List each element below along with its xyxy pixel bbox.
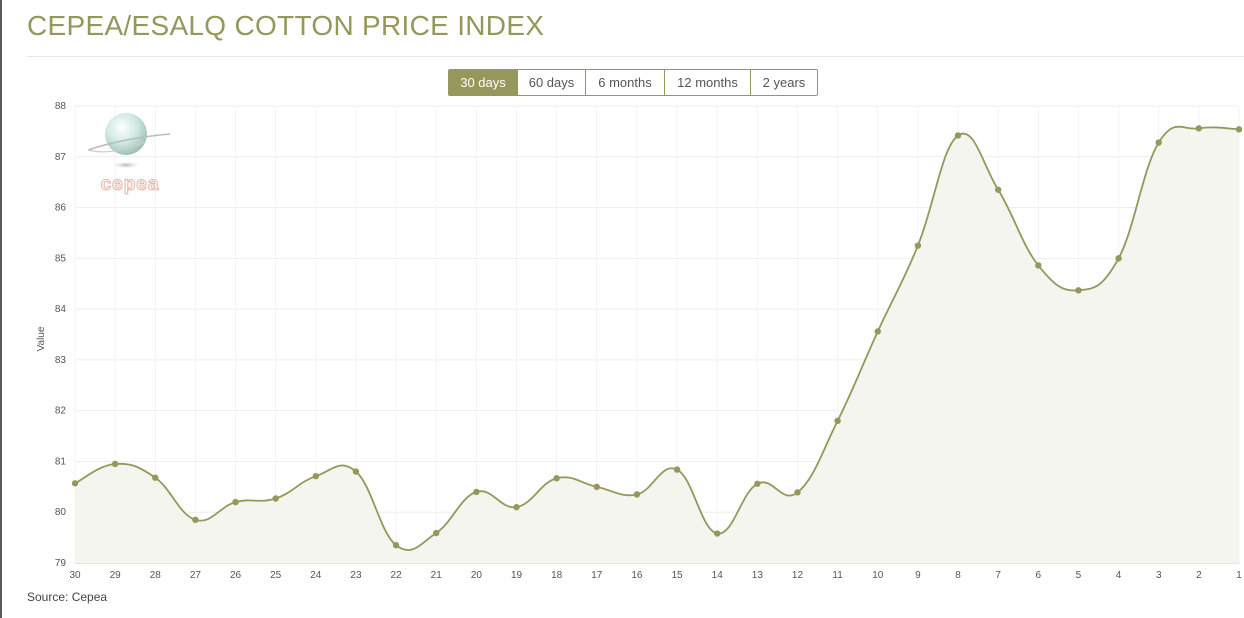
x-tick-label: 28 — [150, 570, 162, 581]
x-tick-label: 30 — [69, 570, 81, 581]
data-point[interactable] — [754, 480, 761, 487]
range-selector: 30 days 60 days 6 months 12 months 2 yea… — [448, 69, 818, 96]
data-point[interactable] — [473, 488, 480, 496]
x-axis-ticks: 30 29 28 27 26 25 24 23 22 21 20 19 18 17 16 15 14 13 12 11… — [69, 570, 1242, 581]
range-12-months-button[interactable]: 12 months — [665, 70, 751, 95]
x-tick-label: 13 — [752, 570, 764, 581]
range-30-days-button[interactable]: 30 days — [449, 70, 518, 95]
data-point[interactable] — [312, 472, 320, 480]
data-point[interactable] — [874, 328, 881, 335]
y-tick-label: 85 — [55, 253, 67, 264]
x-tick-label: 25 — [270, 570, 282, 581]
title-divider — [27, 56, 1244, 57]
x-tick-label: 19 — [511, 570, 523, 581]
range-2-years-button[interactable]: 2 years — [751, 70, 817, 95]
data-point[interactable] — [392, 542, 400, 549]
data-point[interactable] — [633, 491, 641, 498]
x-tick-label: 15 — [672, 570, 684, 581]
x-tick-label: 21 — [431, 570, 443, 581]
x-tick-label: 24 — [310, 570, 322, 581]
x-tick-label: 6 — [1036, 570, 1042, 581]
series-points — [71, 125, 1243, 549]
data-point[interactable] — [794, 489, 801, 496]
data-point[interactable] — [673, 466, 681, 473]
data-point[interactable] — [1195, 125, 1203, 132]
source-note: Source: Cepea — [27, 590, 108, 604]
x-tick-label: 9 — [915, 570, 921, 581]
data-point[interactable] — [914, 242, 922, 249]
y-tick-label: 82 — [55, 406, 67, 417]
x-tick-label: 16 — [631, 570, 643, 581]
data-point[interactable] — [1075, 287, 1082, 294]
data-point[interactable] — [553, 475, 560, 482]
data-point[interactable] — [513, 503, 520, 511]
x-tick-label: 14 — [712, 570, 724, 581]
range-6-months-button[interactable]: 6 months — [586, 70, 665, 95]
data-point[interactable] — [1235, 126, 1243, 133]
data-point[interactable] — [111, 460, 119, 468]
y-tick-label: 88 — [55, 101, 67, 112]
page-title: CEPEA/ESALQ COTTON PRICE INDEX — [27, 10, 545, 41]
y-tick-label: 86 — [55, 203, 67, 214]
x-tick-label: 2 — [1196, 570, 1202, 581]
x-tick-label: 10 — [872, 570, 884, 581]
y-tick-label: 83 — [55, 355, 67, 366]
data-point[interactable] — [272, 495, 279, 502]
series-line — [74, 125, 1240, 551]
cepea-logo: cepea — [87, 113, 171, 196]
y-tick-label: 79 — [55, 558, 67, 569]
data-point[interactable] — [1155, 139, 1162, 146]
x-tick-label: 12 — [792, 570, 804, 581]
data-point[interactable] — [71, 480, 79, 487]
data-point[interactable] — [714, 530, 721, 537]
left-border — [0, 0, 2, 618]
x-tick-label: 29 — [110, 570, 122, 581]
data-point[interactable] — [834, 417, 841, 425]
y-axis-label: Value — [36, 326, 47, 351]
series-area — [75, 126, 1239, 564]
x-tick-label: 8 — [955, 570, 961, 581]
x-tick-label: 7 — [995, 570, 1001, 581]
data-point[interactable] — [593, 483, 600, 491]
y-tick-label: 84 — [55, 304, 67, 315]
x-tick-label: 1 — [1236, 570, 1242, 581]
y-tick-label: 80 — [55, 507, 67, 518]
y-tick-label: 81 — [55, 456, 67, 467]
x-tick-label: 26 — [230, 570, 242, 581]
data-point[interactable] — [152, 474, 159, 481]
x-tick-label: 11 — [832, 570, 843, 581]
data-point[interactable] — [1035, 262, 1042, 269]
x-tick-label: 18 — [551, 570, 563, 581]
x-tick-label: 17 — [591, 570, 603, 581]
data-point[interactable] — [352, 468, 360, 475]
x-tick-label: 3 — [1156, 570, 1162, 581]
data-point[interactable] — [433, 529, 440, 537]
range-60-days-button[interactable]: 60 days — [518, 70, 586, 95]
data-point[interactable] — [232, 498, 239, 506]
data-point[interactable] — [192, 516, 199, 524]
x-tick-label: 4 — [1116, 570, 1122, 581]
svg-text:cepea: cepea — [101, 174, 160, 195]
data-point[interactable] — [994, 186, 1002, 193]
x-tick-label: 27 — [190, 570, 202, 581]
y-axis-ticks: 79 80 81 82 83 84 85 86 87 88 — [55, 101, 67, 569]
x-tick-label: 23 — [350, 570, 362, 581]
y-tick-label: 87 — [55, 152, 67, 163]
x-tick-label: 5 — [1076, 570, 1082, 581]
data-point[interactable] — [1115, 255, 1122, 262]
data-point[interactable] — [954, 132, 962, 139]
x-tick-label: 20 — [471, 570, 483, 581]
x-tick-label: 22 — [391, 570, 403, 581]
